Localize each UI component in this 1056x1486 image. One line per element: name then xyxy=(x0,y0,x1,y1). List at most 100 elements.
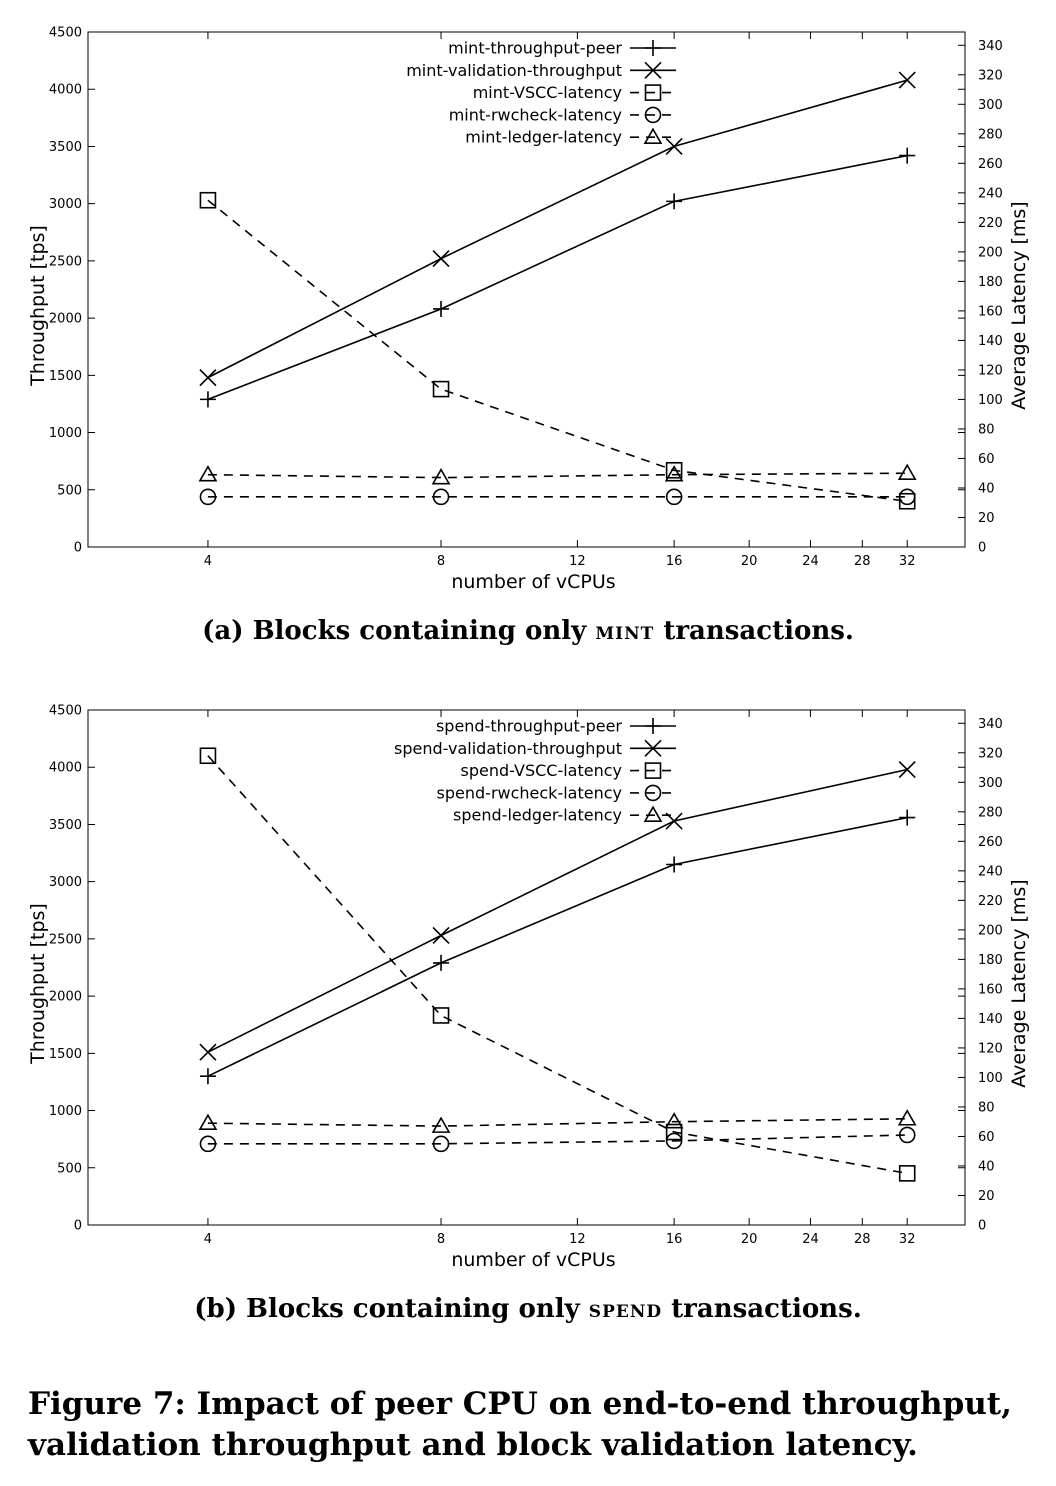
chart-a-point-mint-ledger-latency-32 xyxy=(897,463,917,481)
chart-a-y2tick-label: 220 xyxy=(978,216,1003,231)
chart-b-xtick-label: 16 xyxy=(666,1232,683,1247)
chart-b-xtick-label: 12 xyxy=(569,1232,586,1247)
chart-a-y2tick-label: 0 xyxy=(978,541,986,556)
chart-panel-a: 0 500 1000 1500 2000 2500 3000 3500 4000 4500 0 20 4… xyxy=(0,18,1056,618)
chart-b-point-spend-rwcheck-latency-4 xyxy=(199,1135,217,1153)
chart-b-series-spend-rwcheck-latency xyxy=(199,1126,916,1153)
chart-b-line-spend-ledger-latency xyxy=(207,1118,908,1127)
caption-b-keyword: spend xyxy=(588,1294,663,1323)
chart-a-ytick-label: 2000 xyxy=(49,312,82,327)
chart-b-legend-marker-spend-validation-throughput xyxy=(644,739,662,757)
chart-panel-b: 0 500 1000 1500 2000 2500 3000 3500 4000 4500 0 20 4… xyxy=(0,696,1056,1296)
chart-b-y-axis-title: Throughput [tps] xyxy=(27,903,49,1065)
chart-a-ytick-label: 2500 xyxy=(49,254,82,269)
chart-b-point-spend-throughput-peer-16 xyxy=(666,856,683,873)
chart-b-series-spend-throughput-peer xyxy=(199,809,916,1085)
chart-b-legend-marker-spend-rwcheck-latency xyxy=(644,784,662,802)
chart-b-y2-axis-title: Average Latency [ms] xyxy=(1008,879,1030,1087)
chart-a-point-mint-ledger-latency-16 xyxy=(664,465,684,482)
chart-a-xtick-label: 8 xyxy=(437,554,445,569)
chart-a-xtick-label: 32 xyxy=(899,554,916,569)
chart-a-y2tick-label: 140 xyxy=(978,334,1003,349)
chart-b-point-spend-rwcheck-latency-8 xyxy=(432,1135,450,1153)
chart-a-ytick-label: 0 xyxy=(74,541,82,556)
chart-b-y2tick-label: 220 xyxy=(978,894,1003,909)
chart-b-y2tick-label: 200 xyxy=(978,923,1003,938)
chart-a-legend-label-mint-VSCC-latency: mint-VSCC-latency xyxy=(473,83,622,102)
chart-b-y2tick-label: 240 xyxy=(978,864,1003,879)
chart-a-ytick-label: 500 xyxy=(57,483,82,498)
chart-a-ytick-label: 3000 xyxy=(49,197,82,212)
chart-b-y2tick-label: 160 xyxy=(978,982,1003,997)
chart-b-legend-label-spend-rwcheck-latency: spend-rwcheck-latency xyxy=(437,783,622,802)
chart-b-y2tick-label: 60 xyxy=(978,1130,995,1145)
chart-a-legend-label-mint-ledger-latency: mint-ledger-latency xyxy=(465,128,622,147)
chart-a-xtick-label: 4 xyxy=(204,554,212,569)
chart-b-y2tick-label: 20 xyxy=(978,1189,995,1204)
chart-a-legend-marker-mint-ledger-latency xyxy=(643,127,663,144)
chart-a-y2tick-label: 120 xyxy=(978,363,1003,378)
chart-a-point-mint-throughput-peer-8 xyxy=(433,300,450,317)
chart-b-xtick-label: 8 xyxy=(437,1232,445,1247)
chart-a-point-mint-validation-throughput-8 xyxy=(432,250,450,268)
chart-b-point-spend-VSCC-latency-8 xyxy=(432,1007,450,1024)
chart-b-y2tick-label: 40 xyxy=(978,1159,995,1174)
chart-b-point-spend-validation-throughput-32 xyxy=(898,760,916,779)
chart-a-point-mint-throughput-peer-32 xyxy=(899,147,916,164)
chart-a-legend-marker-mint-validation-throughput xyxy=(644,61,662,79)
chart-a-xtick-label: 16 xyxy=(666,554,683,569)
chart-a-point-mint-VSCC-latency-4 xyxy=(199,191,217,209)
chart-b-ytick-label: 3000 xyxy=(49,875,82,890)
chart-a-y2tick-label: 100 xyxy=(978,393,1003,408)
figure-caption: Figure 7: Impact of peer CPU on end-to-e… xyxy=(28,1386,1012,1463)
chart-b-legend-label-spend-throughput-peer: spend-throughput-peer xyxy=(436,717,622,736)
chart-b-x-axis-title: number of vCPUs xyxy=(451,1249,615,1271)
chart-b-y2tick-label: 0 xyxy=(978,1219,986,1234)
caption-a: (a) Blocks containing only mint transact… xyxy=(0,616,1056,646)
chart-a-line-mint-VSCC-latency xyxy=(207,199,908,503)
chart-b-ytick-label: 1500 xyxy=(49,1047,82,1062)
chart-a-y2tick-label: 280 xyxy=(978,127,1003,142)
chart-b-y2tick-label: 260 xyxy=(978,835,1003,850)
chart-b-point-spend-rwcheck-latency-32 xyxy=(898,1126,916,1144)
chart-a-y2tick-label: 320 xyxy=(978,68,1003,83)
chart-b-y2tick-label: 120 xyxy=(978,1041,1003,1056)
chart-a-xtick-label: 20 xyxy=(741,554,758,569)
chart-a-y2tick-label: 20 xyxy=(978,511,995,526)
chart-a-ytick-label: 3500 xyxy=(49,140,82,155)
chart-a-y2tick-label: 200 xyxy=(978,245,1003,260)
chart-a-series-mint-validation-throughput xyxy=(199,71,916,387)
chart-a-legend-label-mint-throughput-peer: mint-throughput-peer xyxy=(448,39,622,58)
chart-b-ytick-label: 4500 xyxy=(49,704,82,719)
chart-a-ytick-label: 1000 xyxy=(49,426,82,441)
chart-a-y2tick-label: 260 xyxy=(978,157,1003,172)
chart-b-y2tick-label: 280 xyxy=(978,805,1003,820)
chart-b-point-spend-ledger-latency-16 xyxy=(664,1112,684,1129)
chart-b-series-spend-VSCC-latency xyxy=(199,747,916,1182)
chart-a-y2tick-label: 160 xyxy=(978,304,1003,319)
chart-a-point-mint-ledger-latency-8 xyxy=(431,468,451,485)
chart-b-ytick-label: 0 xyxy=(74,1219,82,1234)
chart-b-y2tick-label: 100 xyxy=(978,1071,1003,1086)
chart-b-series-spend-validation-throughput xyxy=(199,760,916,1061)
chart-b-xtick-label: 20 xyxy=(741,1232,758,1247)
chart-b-xtick-label: 24 xyxy=(802,1232,819,1247)
chart-a-y2tick-label: 40 xyxy=(978,481,995,496)
chart-a-series-mint-ledger-latency xyxy=(198,463,917,485)
chart-b-legend-label-spend-VSCC-latency: spend-VSCC-latency xyxy=(461,761,622,780)
chart-a-xtick-label: 24 xyxy=(802,554,819,569)
chart-a-point-mint-validation-throughput-32 xyxy=(898,71,916,89)
chart-b-line-spend-throughput-peer xyxy=(207,816,908,1077)
chart-a-y2tick-label: 80 xyxy=(978,422,995,437)
chart-a-y2tick-label: 60 xyxy=(978,452,995,467)
chart-b-line-spend-VSCC-latency xyxy=(207,755,908,1175)
chart-a-point-mint-rwcheck-latency-8 xyxy=(432,488,450,506)
chart-a-point-mint-rwcheck-latency-16 xyxy=(665,488,683,506)
chart-a-point-mint-throughput-peer-4 xyxy=(199,391,216,408)
chart-a-point-mint-VSCC-latency-8 xyxy=(432,380,450,398)
chart-a-xtick-label: 28 xyxy=(854,554,871,569)
chart-b-series-spend-ledger-latency xyxy=(198,1109,917,1133)
chart-b-legend-marker-spend-ledger-latency xyxy=(643,805,663,822)
chart-b-plot-frame xyxy=(87,709,966,1226)
chart-a-legend-label-mint-validation-throughput: mint-validation-throughput xyxy=(406,61,622,80)
